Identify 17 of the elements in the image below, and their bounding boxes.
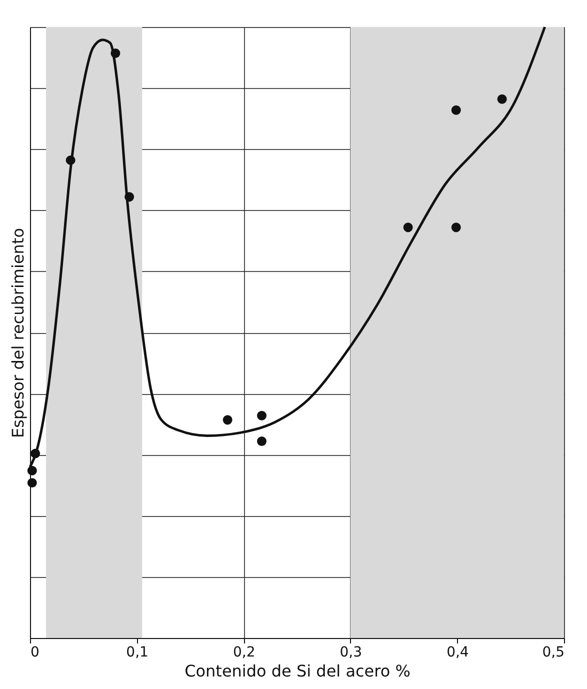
x-tick-label: 0,5	[542, 644, 564, 660]
point	[222, 415, 232, 425]
point	[451, 222, 461, 232]
point	[403, 222, 413, 232]
x-tick-label: 0,3	[340, 644, 362, 660]
x-tick-label: 0,4	[446, 644, 469, 660]
point	[27, 466, 37, 476]
x-tick-label: 0,1	[126, 644, 148, 660]
x-tick-label: 0	[30, 644, 40, 660]
point	[497, 94, 507, 104]
point	[257, 410, 266, 420]
x-tick-label: 0,2	[232, 644, 256, 660]
y-axis-title: Espesor del recubrimiento	[8, 228, 28, 438]
point	[27, 478, 37, 488]
point	[257, 436, 266, 446]
point	[451, 105, 461, 115]
x-axis-title: Contenido de Si del acero %	[184, 662, 410, 680]
